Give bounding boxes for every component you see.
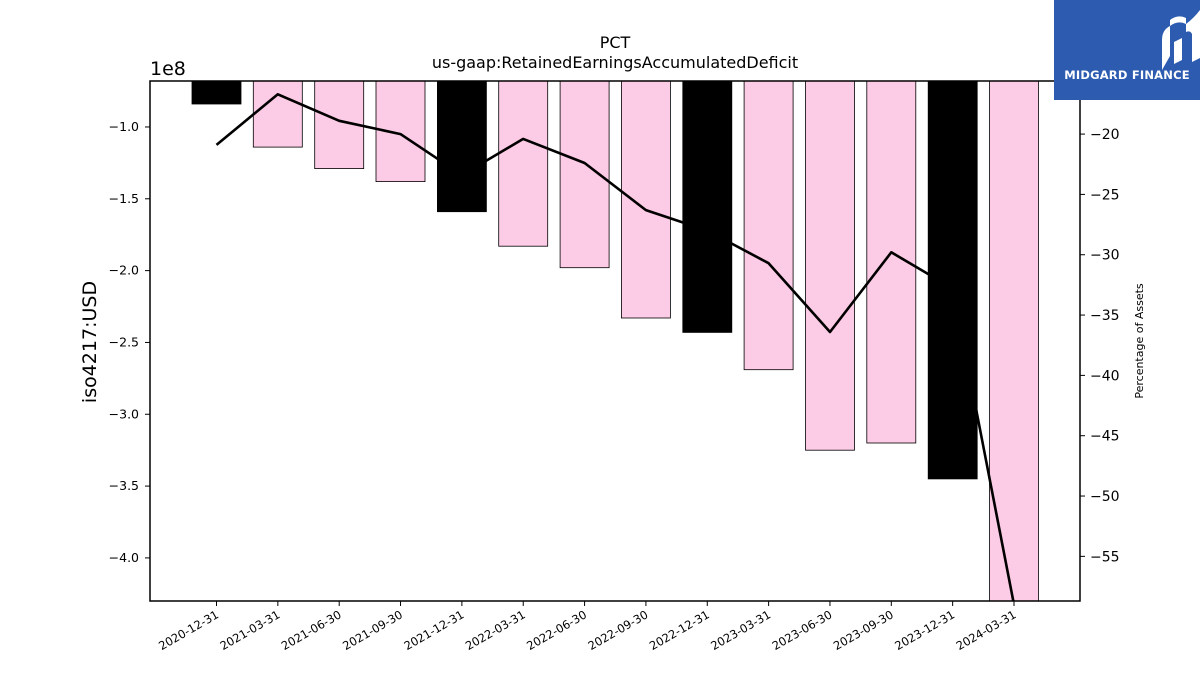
chart-title: PCT — [600, 33, 631, 52]
y-tick-label: −2.5 — [109, 334, 139, 349]
bar-2022-06-30 — [559, 80, 610, 269]
logo-text: MIDGARD FINANCE — [1064, 68, 1190, 82]
x-tick-label: 2023-09-30 — [831, 607, 896, 653]
y2-tick-label: −40 — [1090, 368, 1120, 384]
y2-tick-label: −50 — [1090, 489, 1120, 505]
y-tick-label: −2.0 — [109, 263, 139, 278]
company-logo: MIDGARD FINANCE — [1054, 0, 1200, 100]
x-tick-label: 2021-03-31 — [217, 607, 282, 653]
logo-mark-icon — [1162, 10, 1200, 70]
y-offset-label: 1e8 — [150, 58, 186, 80]
x-tick-label: 2022-12-31 — [647, 607, 712, 653]
bars-layer — [191, 80, 1039, 602]
y2-tick-label: −20 — [1090, 127, 1120, 143]
y-tick-label: −3.5 — [109, 478, 139, 493]
y2-axis-label: Percentage of Assets — [1133, 283, 1146, 399]
x-tick-label: 2021-06-30 — [279, 607, 344, 653]
x-tick-label: 2021-09-30 — [340, 607, 405, 653]
y-tick-label: −4.0 — [109, 550, 139, 565]
bar-2020-12-31 — [191, 80, 242, 105]
y2-tick-label: −55 — [1090, 549, 1120, 565]
bar-2022-12-31 — [682, 80, 733, 333]
line-layer — [215, 93, 1015, 601]
y-tick-label: −1.5 — [109, 191, 139, 206]
bar-2021-03-31 — [252, 80, 303, 148]
x-tick-label: 2024-03-31 — [954, 607, 1019, 653]
x-tick-label: 2022-06-30 — [524, 607, 589, 653]
y2-tick-label: −25 — [1090, 187, 1120, 203]
y-axis-label: iso4217:USD — [79, 281, 101, 403]
bar-2023-12-31 — [927, 80, 978, 480]
x-tick-label: 2023-12-31 — [892, 607, 957, 653]
bar-2023-03-31 — [743, 80, 794, 371]
x-tick-label: 2023-06-30 — [770, 607, 835, 653]
y-axis-right: −20 −25 −30 −35 −40 −45 −50 −55 — [1080, 127, 1120, 565]
y2-tick-label: −45 — [1090, 429, 1120, 445]
y-tick-label: −1.0 — [109, 119, 139, 134]
y-tick-label: −3.0 — [109, 406, 139, 421]
x-tick-label: 2023-03-31 — [708, 607, 773, 653]
bar-2022-09-30 — [621, 80, 671, 319]
x-tick-label: 2021-12-31 — [401, 607, 466, 653]
y-axis-left: −1.0 −1.5 −2.0 −2.5 −3.0 −3.5 −4.0 — [109, 119, 150, 565]
y2-tick-label: −30 — [1090, 248, 1120, 264]
x-tick-label: 2022-03-31 — [463, 607, 528, 653]
bar-2022-03-31 — [498, 80, 549, 247]
x-tick-label: 2020-12-31 — [156, 607, 221, 653]
series-line — [215, 93, 1015, 601]
plot-frame — [149, 80, 1081, 602]
bar-2023-06-30 — [805, 80, 855, 451]
chart-subtitle: us-gaap:RetainedEarningsAccumulatedDefic… — [432, 53, 798, 72]
x-tick-label: 2022-09-30 — [586, 607, 651, 653]
x-axis: 2020-12-312021-03-312021-06-302021-09-30… — [156, 601, 1019, 653]
bar-2024-03-31 — [989, 80, 1039, 602]
bar-2021-12-31 — [436, 80, 487, 213]
y2-tick-label: −35 — [1090, 308, 1120, 324]
